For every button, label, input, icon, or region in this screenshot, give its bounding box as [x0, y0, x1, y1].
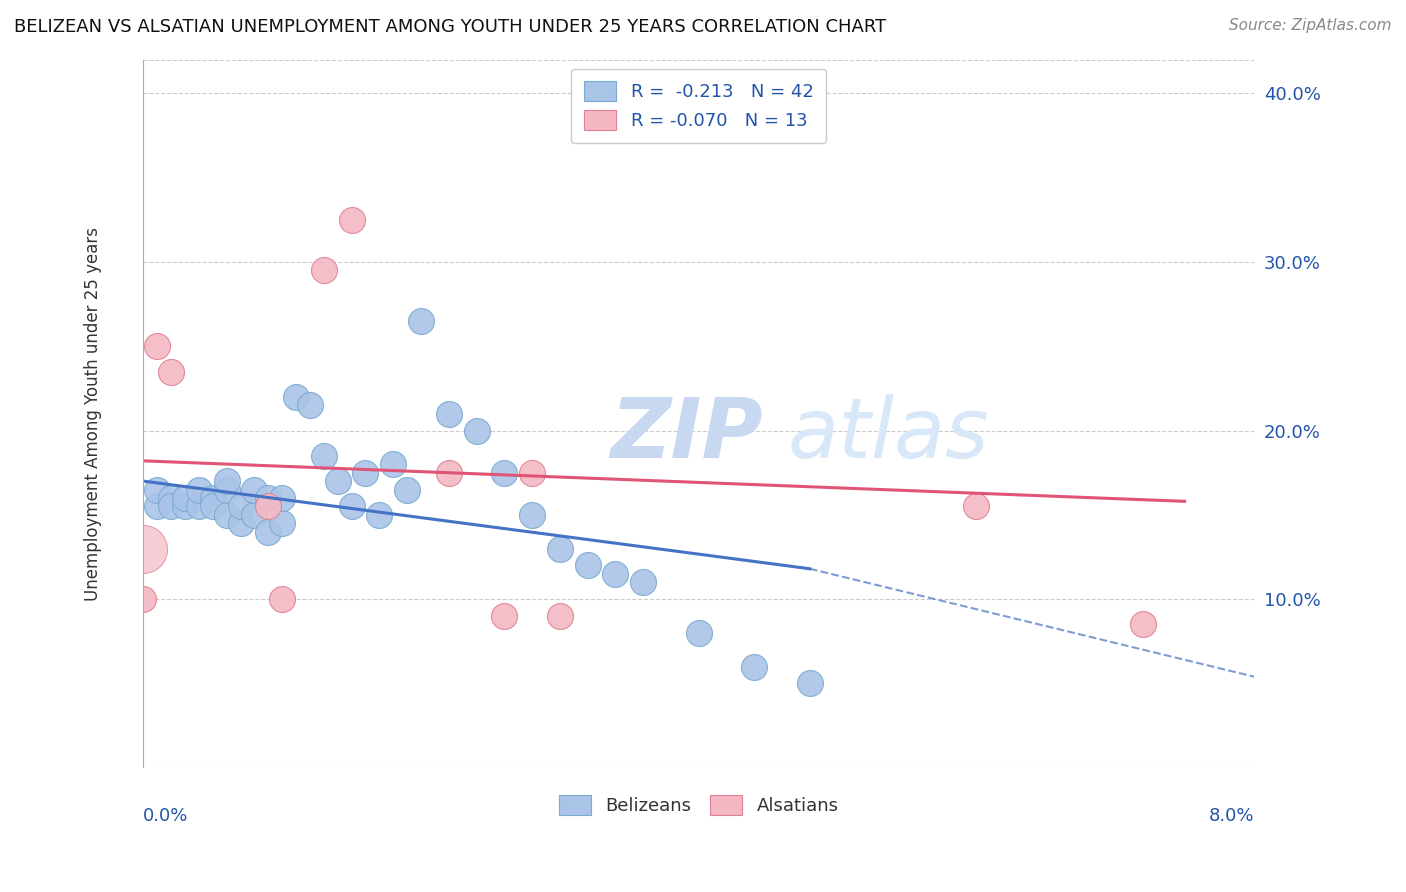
Point [160, 500, 183, 514]
Point [605, 566, 627, 581]
Point [437, 466, 460, 480]
Point [437, 407, 460, 421]
Point [243, 483, 266, 497]
Point [146, 483, 169, 497]
Text: ZIP: ZIP [610, 394, 762, 475]
Point [742, 659, 765, 673]
Point [215, 474, 238, 488]
Point [229, 516, 252, 531]
Point [688, 625, 710, 640]
Point [409, 314, 432, 328]
Point [160, 364, 183, 378]
Point [520, 508, 543, 522]
Point [965, 500, 987, 514]
Point [494, 466, 516, 480]
Point [132, 592, 155, 607]
Point [548, 609, 571, 624]
Point [631, 575, 654, 590]
Point [312, 449, 335, 463]
Point [494, 609, 516, 624]
Point [382, 457, 405, 471]
Point [1132, 617, 1154, 632]
Text: 8.0%: 8.0% [1209, 806, 1254, 824]
Legend: Belizeans, Alsatians: Belizeans, Alsatians [551, 788, 846, 822]
Point [271, 592, 294, 607]
Point [146, 339, 169, 353]
Point [271, 491, 294, 505]
Text: BELIZEAN VS ALSATIAN UNEMPLOYMENT AMONG YOUTH UNDER 25 YEARS CORRELATION CHART: BELIZEAN VS ALSATIAN UNEMPLOYMENT AMONG … [14, 18, 886, 36]
Point [201, 491, 224, 505]
Point [340, 500, 363, 514]
Point [257, 500, 280, 514]
Point [146, 500, 169, 514]
Point [312, 263, 335, 277]
Point [520, 466, 543, 480]
Point [257, 524, 280, 539]
Point [257, 491, 280, 505]
Point [396, 483, 419, 497]
Point [285, 390, 308, 404]
Point [215, 483, 238, 497]
Point [548, 541, 571, 556]
Point [465, 424, 488, 438]
Point [187, 483, 209, 497]
Text: Unemployment Among Youth under 25 years: Unemployment Among Youth under 25 years [84, 227, 103, 600]
Point [368, 508, 391, 522]
Point [187, 500, 209, 514]
Point [243, 508, 266, 522]
Point [160, 491, 183, 505]
Point [576, 558, 599, 573]
Point [271, 516, 294, 531]
Point [174, 500, 197, 514]
Point [340, 212, 363, 227]
Point [215, 508, 238, 522]
Point [799, 676, 821, 690]
Point [229, 500, 252, 514]
Point [354, 466, 377, 480]
Point [132, 541, 155, 556]
Text: atlas: atlas [787, 394, 990, 475]
Point [201, 500, 224, 514]
Point [326, 474, 349, 488]
Point [298, 398, 321, 412]
Point [174, 491, 197, 505]
Text: Source: ZipAtlas.com: Source: ZipAtlas.com [1229, 18, 1392, 33]
Text: 0.0%: 0.0% [143, 806, 188, 824]
